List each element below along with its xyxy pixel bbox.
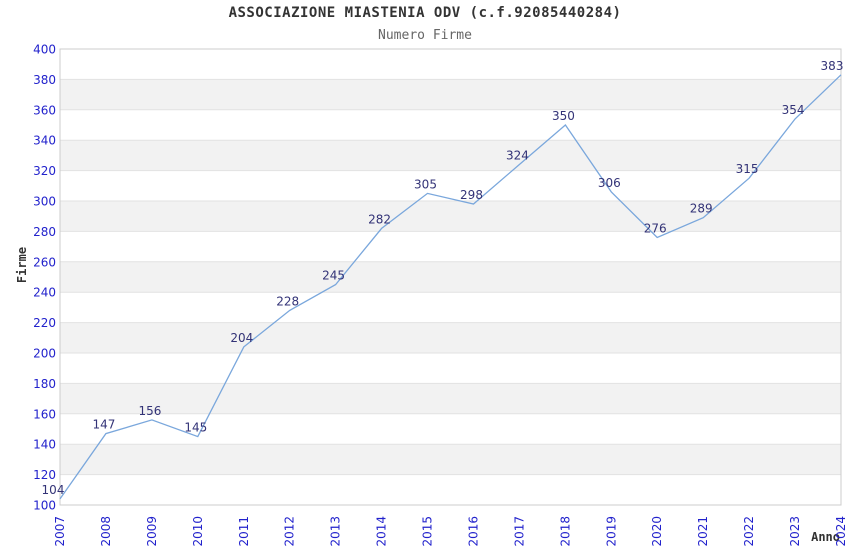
y-tick-label: 100 bbox=[33, 499, 56, 513]
chart-title: ASSOCIAZIONE MIASTENIA ODV (c.f.92085440… bbox=[228, 5, 622, 21]
data-point-label: 204 bbox=[230, 331, 253, 345]
y-tick-label: 340 bbox=[33, 134, 56, 148]
grid-band bbox=[60, 79, 841, 110]
y-tick-label: 180 bbox=[33, 377, 56, 391]
data-point-label: 147 bbox=[92, 418, 115, 432]
x-tick-label: 2020 bbox=[650, 516, 664, 547]
data-point-label: 350 bbox=[552, 109, 575, 123]
x-axis-title: Anno bbox=[811, 530, 840, 544]
y-tick-label: 400 bbox=[33, 43, 56, 57]
x-tick-label: 2008 bbox=[99, 516, 113, 547]
data-point-label: 145 bbox=[184, 421, 207, 435]
x-tick-label: 2023 bbox=[788, 516, 802, 547]
data-point-label: 305 bbox=[414, 177, 437, 191]
data-point-label: 228 bbox=[276, 294, 299, 308]
grid-band bbox=[60, 140, 841, 171]
series-line bbox=[59, 74, 842, 500]
grid-band bbox=[60, 444, 841, 475]
x-tick-label: 2009 bbox=[145, 516, 159, 547]
data-point-label: 298 bbox=[460, 188, 483, 202]
x-tick-label: 2010 bbox=[191, 516, 205, 547]
y-tick-label: 140 bbox=[33, 438, 56, 452]
data-point-label: 282 bbox=[368, 212, 391, 226]
y-tick-label: 360 bbox=[33, 103, 56, 117]
data-point-label: 156 bbox=[138, 404, 161, 418]
x-tick-label: 2015 bbox=[421, 516, 435, 547]
y-tick-label: 380 bbox=[33, 73, 56, 87]
x-tick-label: 2007 bbox=[53, 516, 67, 547]
y-tick-label: 200 bbox=[33, 347, 56, 361]
y-tick-label: 120 bbox=[33, 468, 56, 482]
x-tick-label: 2017 bbox=[512, 516, 526, 547]
data-point-label: 315 bbox=[736, 162, 759, 176]
grid-band bbox=[60, 261, 841, 293]
data-point-label: 276 bbox=[644, 222, 667, 236]
y-tick-label: 260 bbox=[33, 255, 56, 269]
y-tick-label: 160 bbox=[33, 407, 56, 421]
x-tick-label: 2013 bbox=[329, 516, 343, 547]
y-tick-label: 320 bbox=[33, 164, 56, 178]
y-tick-label: 220 bbox=[33, 316, 56, 330]
data-point-label: 245 bbox=[322, 269, 345, 283]
y-tick-label: 240 bbox=[33, 286, 56, 300]
chart-subtitle: Numero Firme bbox=[378, 28, 472, 43]
data-point-label: 306 bbox=[598, 176, 621, 190]
y-tick-label: 280 bbox=[33, 225, 56, 239]
x-tick-label: 2012 bbox=[283, 516, 297, 547]
grid-band bbox=[60, 201, 841, 232]
x-tick-label: 2016 bbox=[467, 516, 481, 547]
x-tick-label: 2019 bbox=[604, 516, 618, 547]
x-tick-label: 2024 bbox=[834, 516, 848, 547]
grid-band bbox=[60, 322, 841, 353]
y-tick-label: 300 bbox=[33, 195, 56, 209]
x-tick-label: 2021 bbox=[696, 516, 710, 547]
x-tick-label: 2014 bbox=[375, 516, 389, 547]
data-point-label: 354 bbox=[782, 103, 805, 117]
x-tick-label: 2011 bbox=[237, 516, 251, 547]
x-tick-label: 2018 bbox=[558, 516, 572, 547]
data-point-label: 324 bbox=[506, 149, 529, 163]
data-point-label: 104 bbox=[42, 483, 65, 497]
data-point-label: 289 bbox=[690, 202, 713, 216]
grid-band bbox=[60, 383, 841, 414]
x-tick-label: 2022 bbox=[742, 516, 756, 547]
data-point-label: 383 bbox=[821, 59, 844, 73]
plot-border bbox=[59, 48, 842, 506]
